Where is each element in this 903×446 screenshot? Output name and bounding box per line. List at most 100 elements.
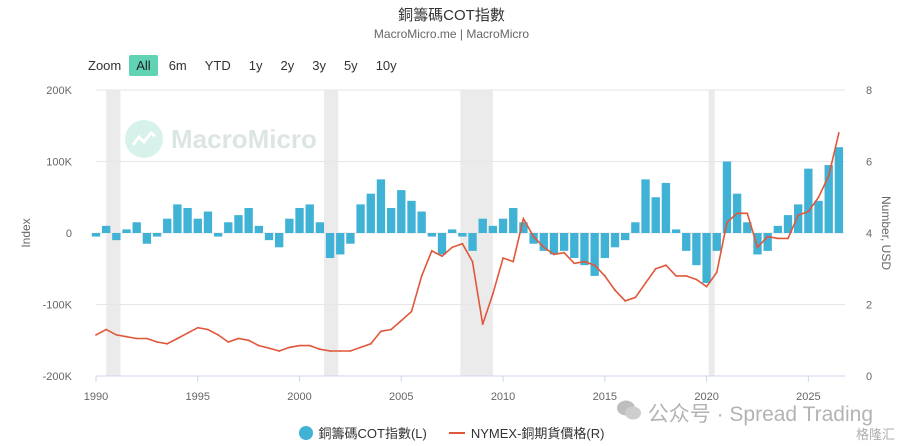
cot-bar: [203, 211, 213, 233]
cot-bar: [163, 218, 172, 233]
price-point: [573, 262, 576, 265]
cot-bar: [275, 233, 284, 248]
price-point: [797, 214, 800, 217]
zoom-all-button[interactable]: All: [129, 55, 158, 76]
cot-bar: [91, 233, 101, 237]
price-point: [400, 319, 403, 322]
cot-bar: [254, 225, 263, 233]
price-point: [563, 251, 566, 254]
price-point: [288, 346, 291, 349]
legend: 銅籌碼COT指數(L) NYMEX-銅期貨價格(R): [0, 423, 903, 442]
cot-bar: [152, 233, 162, 237]
price-point: [410, 310, 413, 313]
price-point: [318, 348, 321, 351]
price-point: [644, 282, 647, 284]
price-point: [441, 255, 443, 258]
cot-bar: [661, 182, 671, 233]
cot-bar: [213, 233, 223, 237]
price-point: [257, 344, 260, 347]
price-point: [186, 332, 189, 334]
price-point: [705, 285, 708, 288]
wechat-icon: [616, 399, 642, 427]
price-point: [685, 275, 688, 277]
price-line: [95, 132, 840, 352]
credit-small: 格隆汇: [855, 427, 895, 442]
cot-bar: [478, 218, 487, 233]
price-point: [308, 344, 311, 347]
cot-bar: [417, 211, 426, 233]
price-point: [268, 347, 270, 350]
price-point: [654, 267, 657, 270]
price-point: [115, 333, 118, 336]
x-tick-label: 1995: [186, 391, 210, 403]
legend-item-cot[interactable]: 銅籌碼COT指數(L): [298, 423, 427, 442]
x-tick-label: 2015: [593, 391, 617, 403]
cot-bar: [590, 233, 599, 276]
x-tick-label: 1990: [84, 391, 108, 403]
x-tick-label: 2005: [389, 391, 413, 403]
zoom-3y-button[interactable]: 3y: [312, 58, 326, 73]
right-tick-label: 0: [866, 371, 872, 383]
legend-line-icon: [448, 431, 465, 434]
zoom-label: Zoom: [88, 58, 122, 73]
zoom-6m-button[interactable]: 6m: [168, 58, 187, 73]
cot-bar: [458, 233, 467, 237]
cot-bar: [386, 207, 396, 233]
right-tick-label: 4: [866, 228, 872, 240]
price-point: [776, 237, 779, 240]
price-point: [624, 300, 627, 302]
cot-bar: [539, 233, 548, 251]
price-point: [715, 271, 718, 274]
cot-bar: [234, 215, 243, 233]
credit-watermark: 公众号 · Spread Trading: [616, 398, 873, 428]
price-point: [145, 337, 148, 340]
legend-item-price[interactable]: NYMEX-銅期貨價格(R): [448, 423, 604, 442]
cot-bar: [794, 204, 803, 233]
cot-bar: [753, 233, 762, 255]
cot-bar: [132, 222, 141, 233]
zoom-5y-button[interactable]: 5y: [343, 58, 358, 73]
price-point: [298, 344, 301, 347]
cot-bar: [641, 179, 650, 233]
cot-bar: [549, 233, 559, 255]
price-point: [634, 296, 637, 299]
price-point: [746, 212, 749, 215]
right-tick-label: 2: [866, 300, 872, 312]
cot-bar: [142, 233, 152, 244]
cot-bar: [183, 207, 192, 233]
cot-bar: [509, 207, 518, 233]
price-point: [603, 275, 606, 277]
zoom-bar: Zoom All 6m YTD 1y 2y 3y 5y 10y: [88, 55, 408, 76]
price-point: [522, 217, 525, 220]
zoom-10y-button[interactable]: 10y: [375, 58, 397, 73]
watermark-text: MacroMicro: [171, 123, 317, 154]
price-point: [135, 337, 138, 340]
cot-bar: [610, 233, 620, 248]
x-tick-label: 2000: [287, 391, 311, 403]
cot-bar: [315, 222, 325, 233]
price-point: [491, 292, 494, 295]
price-point: [166, 342, 169, 345]
x-tick-label: 2020: [694, 391, 718, 403]
cot-bar: [346, 233, 355, 244]
price-point: [359, 346, 362, 349]
left-tick-label: -200K: [43, 371, 73, 383]
cot-bar: [570, 233, 579, 259]
price-point: [553, 253, 555, 256]
zoom-1y-button[interactable]: 1y: [248, 58, 263, 73]
zoom-ytd-button[interactable]: YTD: [204, 58, 231, 73]
price-point: [532, 235, 535, 238]
cot-bar: [682, 233, 691, 251]
cot-bar: [173, 204, 182, 233]
chart-title: 銅籌碼COT指數: [398, 7, 505, 24]
price-point: [217, 333, 220, 336]
cot-bar: [559, 233, 569, 251]
left-tick-label: 100K: [46, 157, 72, 169]
zoom-2y-button[interactable]: 2y: [280, 58, 295, 73]
price-point: [583, 260, 586, 263]
cot-bar: [529, 233, 538, 244]
price-point: [726, 221, 728, 224]
price-point: [329, 350, 331, 352]
cot-bar: [600, 233, 610, 259]
cot-bar: [427, 233, 437, 237]
